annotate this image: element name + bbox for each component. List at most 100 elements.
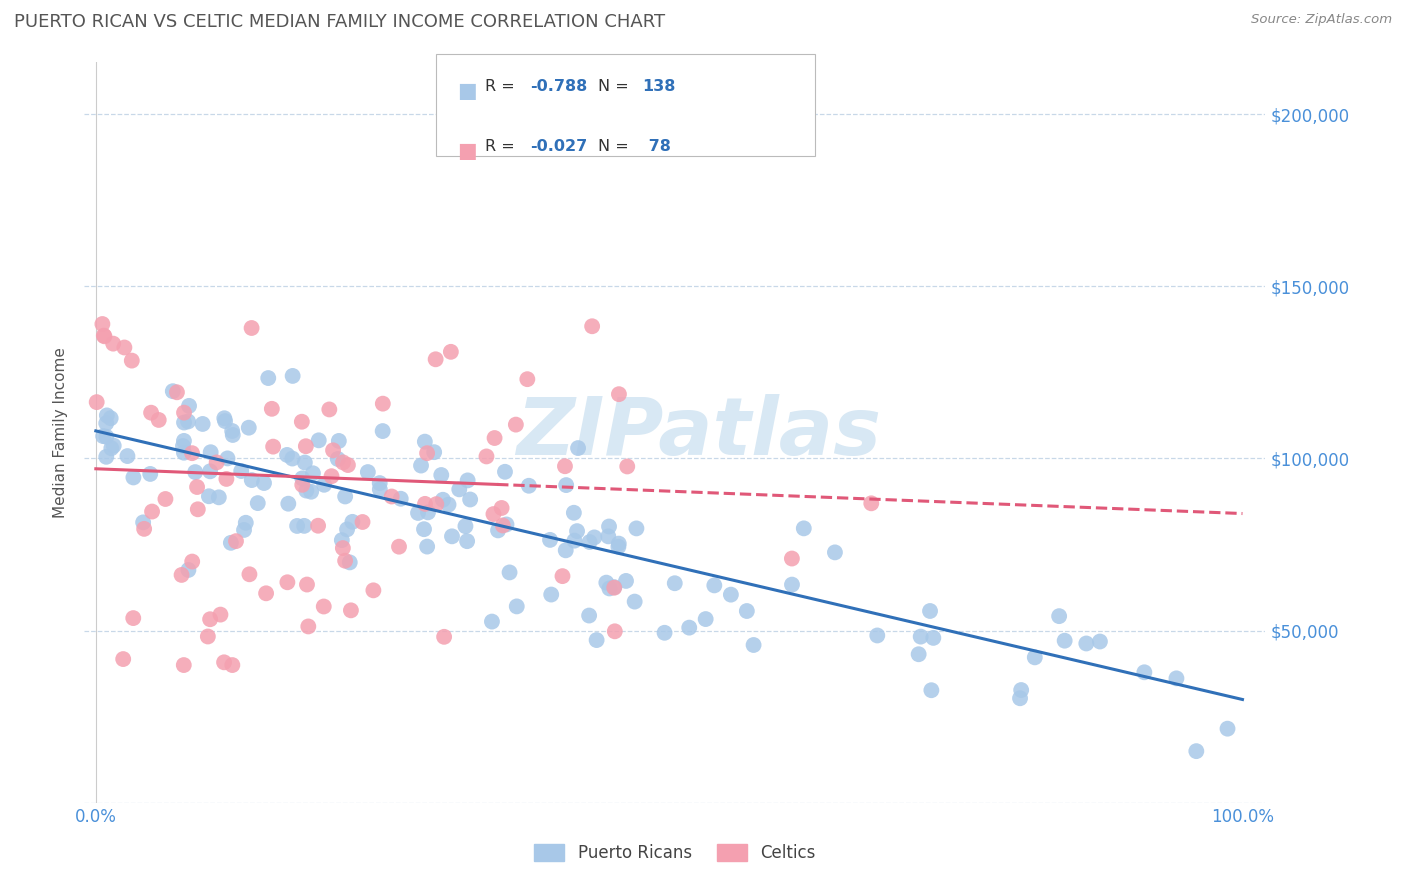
Point xyxy=(96,417,118,431)
Point xyxy=(607,387,630,401)
Point xyxy=(215,472,238,486)
Point xyxy=(918,604,941,618)
Point xyxy=(551,569,574,583)
Point xyxy=(291,478,314,492)
Point xyxy=(225,534,247,549)
Point xyxy=(388,540,411,554)
Point xyxy=(253,476,276,491)
Point xyxy=(371,424,394,438)
Point xyxy=(173,416,195,430)
Point xyxy=(322,443,344,458)
Point xyxy=(368,483,391,497)
Point xyxy=(238,567,260,582)
Point xyxy=(607,540,630,554)
Point xyxy=(281,451,304,466)
Point xyxy=(302,467,325,481)
Point xyxy=(93,329,115,343)
Point xyxy=(371,397,394,411)
Text: ■: ■ xyxy=(457,81,477,101)
Point xyxy=(173,434,195,448)
Point xyxy=(1216,722,1239,736)
Point xyxy=(413,434,436,449)
Point xyxy=(516,372,538,386)
Point xyxy=(1185,744,1208,758)
Point xyxy=(703,578,725,592)
Point xyxy=(291,471,314,485)
Point xyxy=(793,521,815,535)
Point xyxy=(860,496,883,510)
Point xyxy=(198,489,221,503)
Point xyxy=(166,385,188,400)
Point xyxy=(920,683,942,698)
Point xyxy=(198,612,221,626)
Point xyxy=(93,328,115,343)
Point xyxy=(333,490,356,504)
Point xyxy=(481,615,503,629)
Point xyxy=(336,458,359,472)
Point xyxy=(318,402,340,417)
Point xyxy=(122,470,145,484)
Point xyxy=(678,621,700,635)
Point xyxy=(1008,691,1031,706)
Point xyxy=(162,384,184,399)
Point xyxy=(454,519,477,533)
Point xyxy=(321,469,343,483)
Point xyxy=(598,582,620,596)
Point xyxy=(626,521,648,535)
Point xyxy=(121,353,143,368)
Point xyxy=(285,519,308,533)
Point xyxy=(425,497,447,511)
Point xyxy=(214,411,236,425)
Point xyxy=(598,529,620,543)
Point xyxy=(276,575,298,590)
Point xyxy=(1024,650,1046,665)
Point xyxy=(495,517,517,532)
Text: R =: R = xyxy=(485,79,520,95)
Point xyxy=(440,344,463,359)
Point xyxy=(1076,636,1098,650)
Point xyxy=(352,515,374,529)
Point xyxy=(197,630,219,644)
Point xyxy=(910,630,932,644)
Point xyxy=(132,516,155,530)
Point xyxy=(292,519,315,533)
Point xyxy=(458,492,481,507)
Text: ZIPatlas: ZIPatlas xyxy=(516,393,882,472)
Point xyxy=(103,439,125,453)
Point xyxy=(139,467,162,481)
Point xyxy=(555,478,578,492)
Text: 78: 78 xyxy=(643,139,671,154)
Point xyxy=(91,317,114,331)
Text: -0.027: -0.027 xyxy=(530,139,588,154)
Point xyxy=(297,619,319,633)
Point xyxy=(416,540,439,554)
Point xyxy=(595,575,617,590)
Point xyxy=(437,498,460,512)
Point xyxy=(368,476,391,491)
Point xyxy=(440,529,463,543)
Point xyxy=(735,604,758,618)
Point xyxy=(181,446,204,460)
Point xyxy=(1010,683,1032,698)
Point xyxy=(148,413,170,427)
Point xyxy=(430,468,453,483)
Point xyxy=(491,500,513,515)
Point xyxy=(328,434,350,448)
Point xyxy=(191,417,214,431)
Point xyxy=(433,630,456,644)
Point xyxy=(172,439,194,453)
Point xyxy=(482,507,505,521)
Point xyxy=(177,563,200,577)
Point xyxy=(1133,665,1156,680)
Point xyxy=(134,522,156,536)
Point xyxy=(695,612,717,626)
Point xyxy=(299,484,322,499)
Point xyxy=(103,336,125,351)
Point xyxy=(217,451,239,466)
Point xyxy=(486,524,509,538)
Point xyxy=(603,624,626,639)
Text: N =: N = xyxy=(598,139,634,154)
Point xyxy=(233,523,256,537)
Point xyxy=(254,586,277,600)
Point xyxy=(456,534,478,549)
